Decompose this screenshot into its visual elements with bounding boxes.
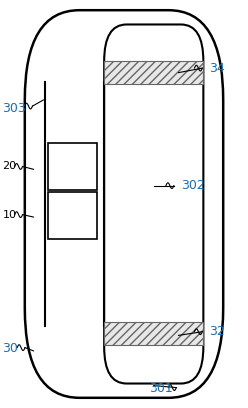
FancyBboxPatch shape (104, 61, 203, 84)
FancyBboxPatch shape (25, 10, 223, 398)
FancyBboxPatch shape (48, 143, 97, 190)
Text: 10: 10 (2, 210, 16, 220)
Text: 32: 32 (210, 325, 225, 338)
Text: 302: 302 (181, 179, 205, 192)
FancyBboxPatch shape (104, 322, 203, 345)
Text: 301: 301 (149, 382, 173, 395)
Text: 34: 34 (210, 62, 225, 75)
Text: 20: 20 (2, 162, 17, 171)
Text: 30: 30 (2, 342, 18, 355)
Text: 303: 303 (2, 102, 26, 115)
FancyBboxPatch shape (48, 192, 97, 239)
FancyBboxPatch shape (104, 24, 203, 384)
